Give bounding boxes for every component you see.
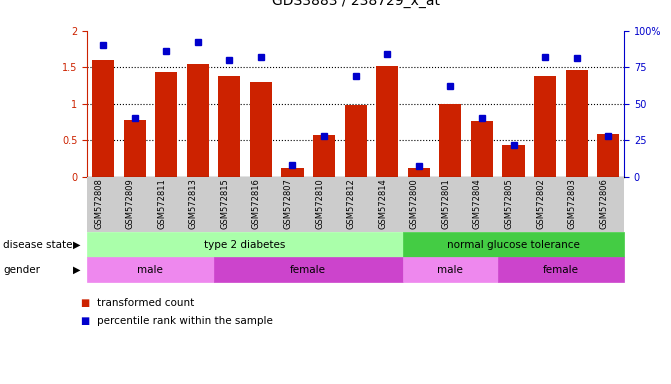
Text: GSM572812: GSM572812: [347, 179, 356, 229]
Text: male: male: [437, 265, 463, 275]
Bar: [566, 70, 588, 177]
Bar: [345, 105, 366, 177]
Bar: [155, 72, 177, 177]
Bar: [123, 120, 146, 177]
Text: percentile rank within the sample: percentile rank within the sample: [97, 316, 273, 326]
Text: female: female: [543, 265, 579, 275]
Text: transformed count: transformed count: [97, 298, 195, 308]
Text: GSM572808: GSM572808: [94, 179, 103, 229]
Bar: [376, 66, 399, 177]
Text: ■: ■: [81, 316, 90, 326]
Text: normal glucose tolerance: normal glucose tolerance: [447, 240, 580, 250]
Text: GSM572804: GSM572804: [473, 179, 482, 229]
Text: GSM572816: GSM572816: [252, 179, 261, 229]
Bar: [281, 168, 303, 177]
Text: ▶: ▶: [73, 240, 81, 250]
Bar: [92, 60, 114, 177]
Bar: [408, 168, 430, 177]
Text: male: male: [138, 265, 163, 275]
Text: GSM572809: GSM572809: [125, 179, 135, 229]
Bar: [440, 104, 462, 177]
Text: GSM572814: GSM572814: [378, 179, 387, 229]
Text: GSM572806: GSM572806: [599, 179, 608, 229]
Text: female: female: [291, 265, 326, 275]
Text: ▶: ▶: [73, 265, 81, 275]
Bar: [597, 134, 619, 177]
Text: GSM572811: GSM572811: [157, 179, 166, 229]
Text: GSM572807: GSM572807: [283, 179, 293, 229]
Bar: [503, 144, 525, 177]
Text: GSM572802: GSM572802: [536, 179, 545, 229]
Text: GSM572803: GSM572803: [568, 179, 576, 229]
Text: GSM572805: GSM572805: [505, 179, 513, 229]
Text: GDS3883 / 238729_x_at: GDS3883 / 238729_x_at: [272, 0, 440, 8]
Text: disease state: disease state: [3, 240, 73, 250]
Text: type 2 diabetes: type 2 diabetes: [205, 240, 286, 250]
Text: gender: gender: [3, 265, 40, 275]
Text: GSM572800: GSM572800: [410, 179, 419, 229]
Bar: [534, 76, 556, 177]
Bar: [471, 121, 493, 177]
Bar: [218, 76, 240, 177]
Text: GSM572810: GSM572810: [315, 179, 324, 229]
Bar: [313, 135, 335, 177]
Bar: [187, 63, 209, 177]
Text: ■: ■: [81, 298, 90, 308]
Bar: [250, 82, 272, 177]
Text: GSM572815: GSM572815: [220, 179, 229, 229]
Text: GSM572813: GSM572813: [189, 179, 198, 229]
Text: GSM572801: GSM572801: [442, 179, 450, 229]
